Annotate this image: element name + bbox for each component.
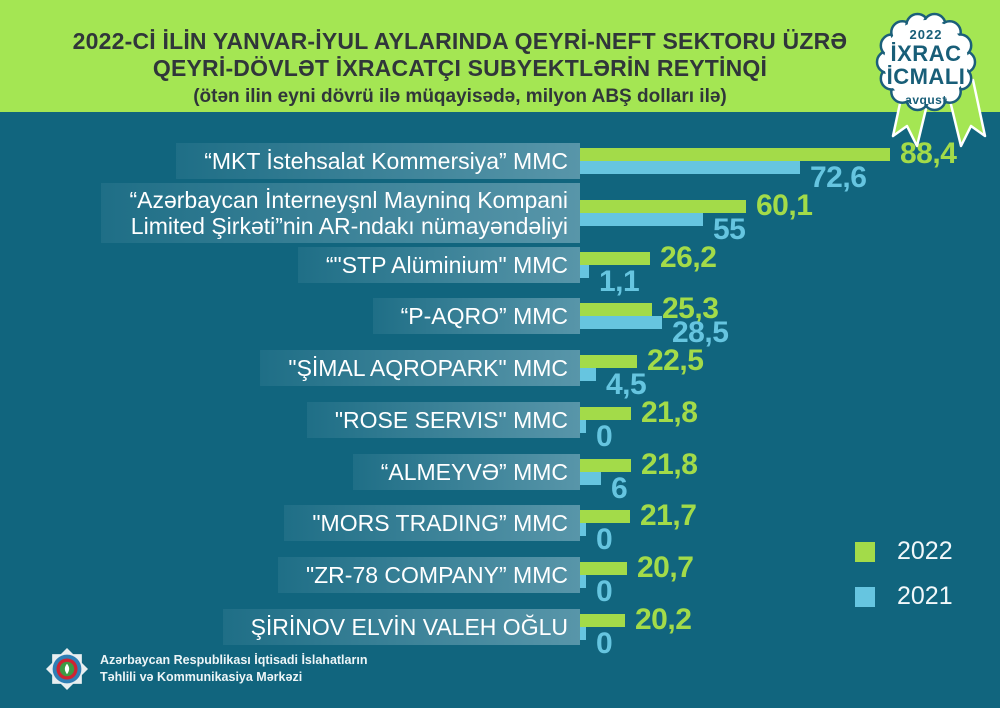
- bar-2022: [580, 355, 637, 368]
- bar-2021: [580, 523, 586, 536]
- legend-item: 2021: [855, 582, 953, 611]
- row-label-line: "ZR-78 COMPANY” MMC: [305, 562, 568, 588]
- row-band: "ZR-78 COMPANY” MMC: [277, 557, 580, 593]
- azerbaijan-emblem-icon: [45, 647, 89, 691]
- bar-2021: [580, 265, 589, 278]
- title-line-1: 2022-Cİ İLİN YANVAR-İYUL AYLARINDA QEYRİ…: [72, 28, 848, 54]
- value-2022: 88,4: [900, 137, 957, 170]
- legend-swatch: [855, 541, 875, 562]
- row-band: “P-AQRO” MMC: [372, 298, 580, 334]
- bar-2021: [580, 368, 596, 381]
- row-label-line: "MORS TRADING” MMC: [312, 510, 568, 536]
- bar-2022: [580, 252, 650, 265]
- value-2021: 72,6: [810, 161, 867, 194]
- value-2022: 21,8: [641, 448, 698, 481]
- row-label-line: Limited Şirkəti”nin AR-ndakı nümayəndəli…: [130, 213, 568, 239]
- export-review-badge: 2022 İXRAC İCMALI avqust: [855, 0, 1000, 152]
- value-2021: 6: [611, 472, 628, 505]
- badge-month: avqust: [905, 93, 947, 107]
- row-label-line: “MKT İstehsalat Kommersiya” MMC: [204, 148, 568, 174]
- badge-title-line-2: İCMALI: [886, 64, 966, 89]
- chart-legend: 2022 2021: [855, 537, 953, 627]
- value-2022: 21,8: [641, 396, 698, 429]
- chart-row: ŞİRİNOV ELVİN VALEH OĞLU 20,2 0: [0, 605, 1000, 659]
- bar-2021: [580, 316, 662, 329]
- chart-row: “Azərbaycan İnterneyşnl Mayninq Kompani L…: [0, 183, 1000, 245]
- legend-label: 2021: [897, 582, 953, 610]
- row-band: “"STP Alüminium" MMC: [297, 247, 580, 283]
- organization-name-line-2: Təhlili və Kommunikasiya Mərkəzi: [100, 670, 303, 684]
- bar-2021: [580, 627, 586, 640]
- row-label-line: ŞİRİNOV ELVİN VALEH OĞLU: [250, 614, 568, 640]
- value-2022: 26,2: [660, 241, 717, 274]
- value-2021: 1,1: [599, 265, 640, 298]
- chart-row: "MORS TRADING” MMC 21,7 0: [0, 501, 1000, 555]
- chart-row: “"STP Alüminium" MMC 26,2 1,1: [0, 243, 1000, 297]
- organization-name-line-1: Azərbaycan Respublikası İqtisadi İslahat…: [100, 653, 368, 667]
- page-title: 2022-Cİ İLİN YANVAR-İYUL AYLARINDA QEYRİ…: [0, 28, 920, 108]
- value-2021: 0: [596, 627, 613, 660]
- bar-2022: [580, 562, 627, 575]
- header-band: 2022-Cİ İLİN YANVAR-İYUL AYLARINDA QEYRİ…: [0, 0, 1000, 112]
- row-label-line: "ROSE SERVIS" MMC: [334, 407, 568, 433]
- row-band: “ALMEYVƏ” MMC: [352, 454, 580, 490]
- value-2021: 0: [596, 420, 613, 453]
- row-label-line: “Azərbaycan İnterneyşnl Mayninq Kompani: [129, 187, 568, 213]
- bar-2021: [580, 161, 800, 174]
- title-line-2: QEYRİ-DÖVLƏT İXRACATÇI SUBYEKTLƏRİN REYT…: [152, 55, 768, 81]
- chart-row: "ROSE SERVIS" MMC 21,8 0: [0, 398, 1000, 452]
- bar-2022: [580, 200, 746, 213]
- rosette-ribbon-icon: [875, 12, 987, 148]
- bar-2022: [580, 614, 625, 627]
- value-2021: 0: [596, 575, 613, 608]
- value-2022: 20,2: [635, 603, 692, 636]
- value-2021: 0: [596, 523, 613, 556]
- chart-row: “MKT İstehsalat Kommersiya” MMC 88,4 72,…: [0, 139, 1000, 193]
- bar-2022: [580, 510, 630, 523]
- row-label-line: “ALMEYVƏ” MMC: [380, 459, 568, 485]
- badge-title-line-1: İXRAC: [890, 41, 962, 66]
- legend-item: 2022: [855, 537, 953, 566]
- value-2021: 55: [713, 213, 746, 246]
- value-2022: 25,3: [662, 292, 719, 325]
- value-2022: 60,1: [756, 189, 813, 222]
- row-band: "MORS TRADING” MMC: [284, 505, 580, 541]
- value-2022: 20,7: [637, 551, 694, 584]
- value-2021: 4,5: [606, 368, 647, 401]
- bar-2021: [580, 472, 601, 485]
- row-band: “Azərbaycan İnterneyşnl Mayninq Kompani L…: [101, 183, 580, 243]
- bar-2021: [580, 420, 586, 433]
- value-2021: 28,5: [672, 316, 729, 349]
- bar-2022: [580, 459, 631, 472]
- bar-2022: [580, 148, 890, 161]
- bar-2022: [580, 407, 631, 420]
- chart-row: "ZR-78 COMPANY” MMC 20,7 0: [0, 553, 1000, 607]
- value-2022: 22,5: [647, 344, 704, 377]
- row-band: "ŞİMAL AQROPARK" MMC: [260, 350, 580, 386]
- chart-row: “ALMEYVƏ” MMC 21,8 6: [0, 450, 1000, 504]
- row-label-line: “P-AQRO” MMC: [400, 303, 568, 329]
- row-band: "ROSE SERVIS" MMC: [306, 402, 580, 438]
- row-band: ŞİRİNOV ELVİN VALEH OĞLU: [222, 609, 580, 645]
- bar-2022: [580, 303, 652, 316]
- bar-2021: [580, 575, 586, 588]
- organization-name: Azərbaycan Respublikası İqtisadi İslahat…: [100, 652, 367, 686]
- row-label-line: "ŞİMAL AQROPARK" MMC: [288, 355, 568, 381]
- bar-2021: [580, 213, 703, 226]
- footer: Azərbaycan Respublikası İqtisadi İslahat…: [44, 646, 367, 692]
- chart-row: “P-AQRO” MMC 25,3 28,5: [0, 294, 1000, 348]
- chart-row: "ŞİMAL AQROPARK" MMC 22,5 4,5: [0, 346, 1000, 400]
- legend-label: 2022: [897, 537, 953, 565]
- row-band: “MKT İstehsalat Kommersiya” MMC: [176, 143, 580, 179]
- badge-year: 2022: [909, 27, 943, 42]
- value-2022: 21,7: [640, 499, 697, 532]
- title-subtitle: (ötən ilin eyni dövrü ilə müqayisədə, mi…: [193, 86, 727, 107]
- row-label-line: “"STP Alüminium" MMC: [325, 252, 568, 278]
- legend-swatch: [855, 586, 875, 607]
